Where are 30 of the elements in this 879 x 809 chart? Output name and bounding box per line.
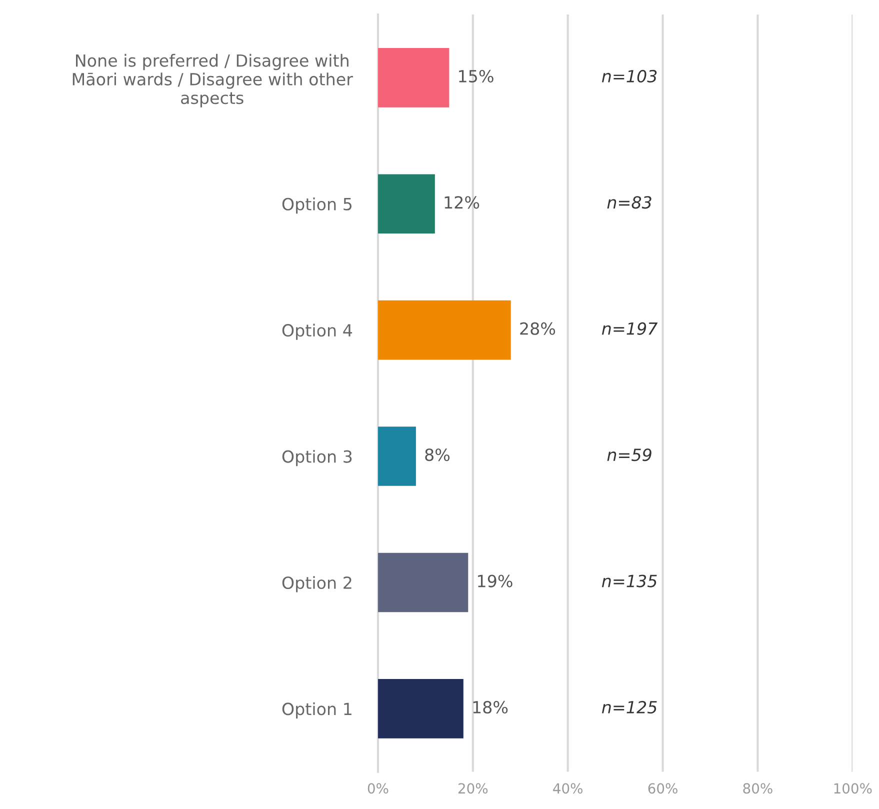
y-tick-label: None is preferred / Disagree with Māori wards / Disagree with other aspects <box>72 54 353 108</box>
data-label: 12% <box>444 196 480 209</box>
annotation: n=135 <box>602 574 657 588</box>
annotation: n=197 <box>602 322 658 335</box>
bar <box>378 48 450 108</box>
annotation: n=125 <box>602 700 657 714</box>
x-tick-label: 20% <box>458 783 488 794</box>
x-tick-label: 100% <box>834 783 872 794</box>
bar <box>378 300 511 360</box>
y-tick-label: Option 2 <box>282 576 352 592</box>
data-label: 28% <box>520 322 556 335</box>
x-tick-label: 80% <box>743 783 772 794</box>
data-label: 18% <box>473 700 508 714</box>
y-tick-label: Option 3 <box>282 450 352 466</box>
data-label: 19% <box>478 574 512 588</box>
annotation: n=59 <box>607 448 652 462</box>
bar <box>378 679 464 738</box>
bar <box>378 552 468 612</box>
x-tick-label: 60% <box>648 783 678 794</box>
y-tick-label: Option 4 <box>282 324 352 340</box>
x-tick-label: 40% <box>553 783 583 794</box>
y-tick-label: Option 5 <box>282 198 352 214</box>
x-tick-label: 0% <box>368 783 388 794</box>
annotation: n=83 <box>607 196 652 209</box>
bar <box>378 174 435 234</box>
annotation: n=103 <box>602 70 657 82</box>
bar <box>378 426 416 486</box>
data-label: 8% <box>425 448 450 462</box>
y-tick-label: Option 1 <box>282 702 352 718</box>
data-label: 15% <box>459 70 494 82</box>
